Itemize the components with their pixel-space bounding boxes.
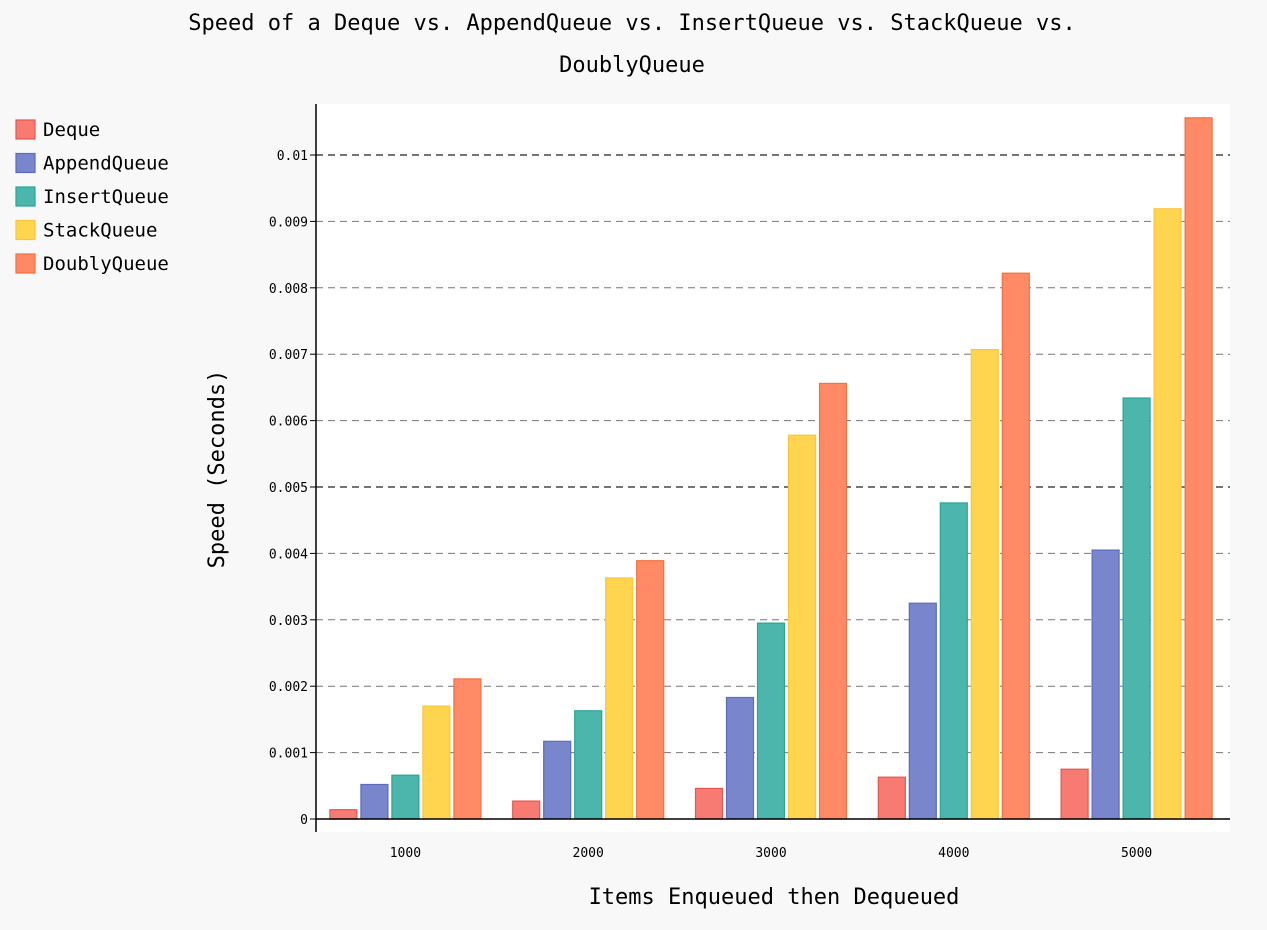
y-tick-label: 0.008 xyxy=(269,282,308,297)
bar-deque-4000[interactable] xyxy=(877,776,906,820)
bar-stackqueue-1000[interactable] xyxy=(422,705,451,820)
legend-label: Deque xyxy=(43,119,100,141)
bar-deque-3000[interactable] xyxy=(694,787,724,820)
legend: Deque AppendQueue InsertQueue StackQueue Dou… xyxy=(15,119,169,275)
legend-label: InsertQueue xyxy=(43,186,169,208)
legend-swatch xyxy=(15,253,36,274)
chart-title-line-2: DoublyQueue xyxy=(559,53,705,78)
bar-doublyqueue-1000[interactable] xyxy=(453,678,482,820)
bar-deque-2000[interactable] xyxy=(512,800,541,820)
bar-stackqueue-2000[interactable] xyxy=(605,577,634,820)
bar-doublyqueue-5000[interactable] xyxy=(1184,117,1213,820)
legend-label: AppendQueue xyxy=(43,153,169,175)
legend-item-deque[interactable]: Deque xyxy=(15,119,100,141)
legend-swatch xyxy=(15,152,36,174)
y-tick-label: 0 xyxy=(300,813,308,828)
bar-deque-1000[interactable] xyxy=(329,809,358,820)
y-tick-label: 0.009 xyxy=(269,215,308,230)
legend-swatch xyxy=(15,186,36,207)
x-tick-label: 1000 xyxy=(390,846,421,861)
y-tick-label: 0.001 xyxy=(269,747,308,762)
bar-appendqueue-4000[interactable] xyxy=(908,602,937,820)
y-tick-labels: 0 0.001 0.002 0.003 0.004 0.005 0.006 0.007 0.00… xyxy=(269,149,316,828)
legend-item-appendqueue[interactable]: AppendQueue xyxy=(15,152,169,175)
bar-stackqueue-4000[interactable] xyxy=(970,348,999,820)
y-tick-label: 0.006 xyxy=(269,415,308,430)
bar-insertqueue-5000[interactable] xyxy=(1122,397,1151,820)
bar-appendqueue-5000[interactable] xyxy=(1091,549,1120,820)
x-tick-label: 2000 xyxy=(573,846,604,861)
y-tick-label: 0.005 xyxy=(269,481,308,496)
bar-appendqueue-1000[interactable] xyxy=(360,783,389,820)
x-tick-label: 5000 xyxy=(1121,846,1152,861)
y-tick-label: 0.007 xyxy=(269,348,308,363)
bar-insertqueue-2000[interactable] xyxy=(574,710,603,820)
x-tick-label: 3000 xyxy=(755,846,786,861)
y-tick-label: 0.004 xyxy=(269,547,308,562)
bar-insertqueue-1000[interactable] xyxy=(391,774,420,820)
x-tick-label: 4000 xyxy=(938,846,969,861)
x-axis-label: Items Enqueued then Dequeued xyxy=(589,885,960,910)
bar-appendqueue-2000[interactable] xyxy=(543,740,572,820)
legend-swatch xyxy=(15,219,36,241)
bar-doublyqueue-4000[interactable] xyxy=(1001,272,1030,820)
y-tick-label: 0.002 xyxy=(269,680,308,695)
y-tick-label: 0.01 xyxy=(277,149,308,164)
legend-item-insertqueue[interactable]: InsertQueue xyxy=(15,186,169,208)
bar-deque-5000[interactable] xyxy=(1060,768,1089,820)
y-tick-label: 0.003 xyxy=(269,614,308,629)
x-tick-labels: 1000 2000 3000 4000 5000 xyxy=(390,846,1153,861)
legend-item-stackqueue[interactable]: StackQueue xyxy=(15,219,157,242)
bar-stackqueue-3000[interactable] xyxy=(787,434,817,820)
bar-doublyqueue-3000[interactable] xyxy=(818,382,848,820)
legend-label: StackQueue xyxy=(43,220,157,242)
bar-appendqueue-3000[interactable] xyxy=(725,696,755,820)
bar-doublyqueue-2000[interactable] xyxy=(636,560,665,820)
bars xyxy=(329,117,1213,820)
bar-insertqueue-4000[interactable] xyxy=(939,502,968,820)
chart-title-line-1: Speed of a Deque vs. AppendQueue vs. Ins… xyxy=(188,11,1075,36)
legend-item-doublyqueue[interactable]: DoublyQueue xyxy=(15,253,169,275)
legend-swatch xyxy=(15,119,36,140)
bar-stackqueue-5000[interactable] xyxy=(1153,208,1182,820)
y-axis-label: Speed (Seconds) xyxy=(205,370,230,569)
legend-label: DoublyQueue xyxy=(43,253,169,275)
bar-insertqueue-3000[interactable] xyxy=(756,622,786,820)
